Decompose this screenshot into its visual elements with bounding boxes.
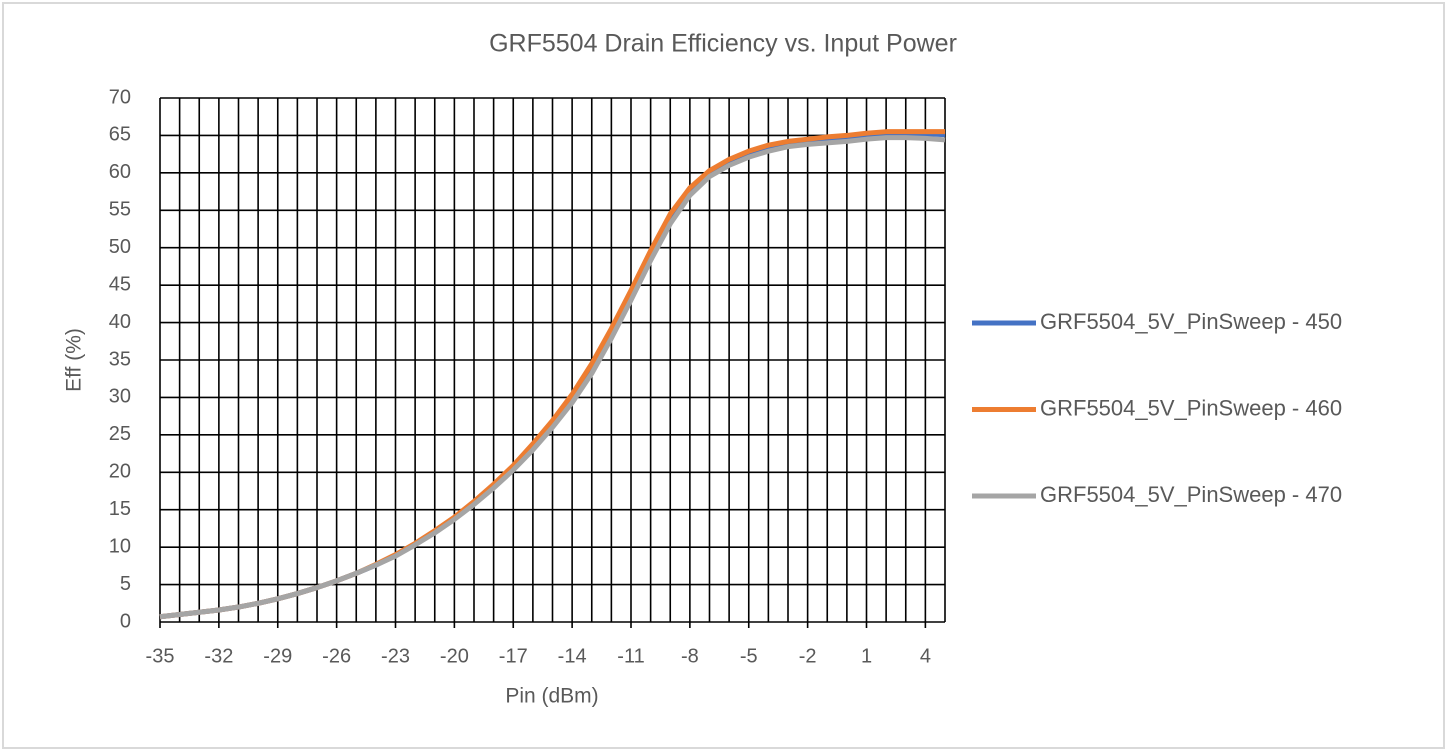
- x-tick-label: -8: [681, 645, 699, 667]
- x-tick-label: -20: [440, 645, 469, 667]
- x-tick-label: -26: [322, 645, 351, 667]
- legend-label: GRF5504_5V_PinSweep - 450: [1040, 309, 1342, 334]
- x-axis-title: Pin (dBm): [505, 685, 598, 708]
- y-tick-label: 25: [109, 423, 131, 445]
- x-tick-label: 4: [920, 645, 931, 667]
- y-tick-label: 35: [109, 348, 131, 370]
- y-tick-label: 20: [109, 461, 131, 483]
- y-tick-label: 5: [120, 573, 131, 595]
- x-tick-label: -5: [740, 645, 758, 667]
- y-tick-label: 40: [109, 311, 131, 333]
- x-tick-label: -11: [617, 645, 644, 667]
- legend-label: GRF5504_5V_PinSweep - 470: [1040, 482, 1342, 507]
- chart-title: GRF5504 Drain Efficiency vs. Input Power: [489, 30, 957, 58]
- y-tick-label: 10: [109, 535, 131, 557]
- x-tick-label: -35: [146, 645, 175, 667]
- x-tick-label: -2: [799, 645, 817, 667]
- series-line: [159, 135, 946, 620]
- x-tick-label: -32: [204, 645, 233, 667]
- x-tick-label: -29: [263, 645, 292, 667]
- y-tick-label: 65: [109, 124, 131, 146]
- y-axis-title: Eff (%): [63, 328, 86, 392]
- x-tick-label: -17: [499, 645, 528, 667]
- x-tick-label: 1: [861, 645, 872, 667]
- y-tick-label: 0: [120, 610, 131, 632]
- legend-label: GRF5504_5V_PinSweep - 460: [1040, 395, 1342, 420]
- y-tick-label: 45: [109, 273, 131, 295]
- y-tick-label: 50: [109, 236, 131, 258]
- x-tick-label: -14: [558, 645, 587, 667]
- y-tick-label: 60: [109, 161, 131, 183]
- y-tick-label: 15: [109, 498, 131, 520]
- x-tick-label: -23: [381, 645, 410, 667]
- y-tick-label: 30: [109, 386, 131, 408]
- y-tick-label: 55: [109, 199, 131, 221]
- y-tick-label: 70: [109, 86, 131, 108]
